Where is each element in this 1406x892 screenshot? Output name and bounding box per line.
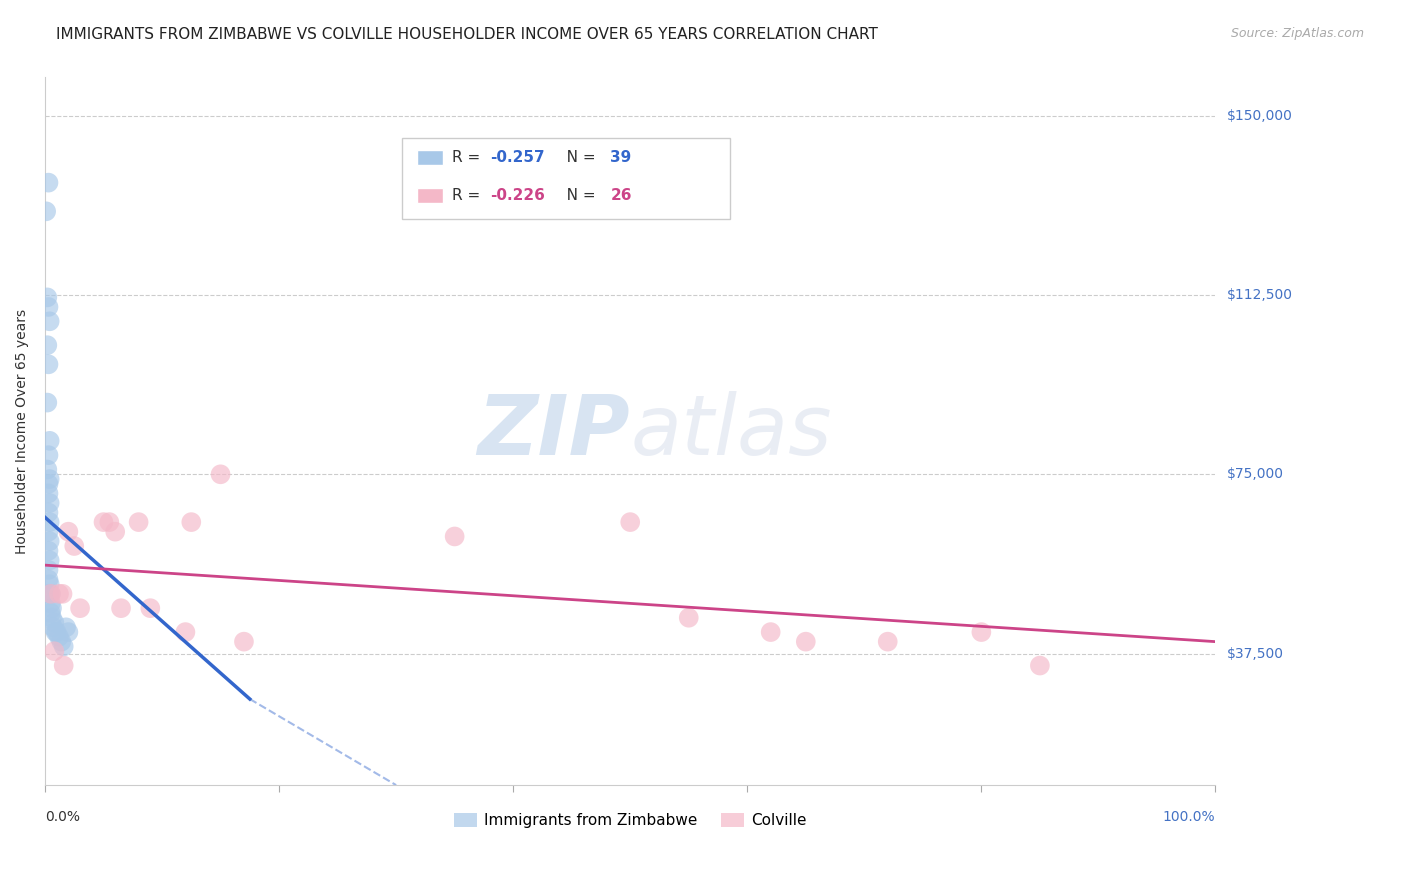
Point (44, 644, 66, 658)
Point (48, 630, 70, 644)
Point (63, 539, 86, 553)
Point (38, 553, 60, 567)
Point (38, 515, 60, 529)
Point (128, 515, 150, 529)
Point (58, 524, 80, 539)
Point (52, 640, 75, 654)
Point (110, 601, 132, 615)
Point (37, 506, 59, 520)
Point (44, 625, 66, 640)
Point (37, 524, 59, 539)
Legend: Immigrants from Zimbabwe, Colville: Immigrants from Zimbabwe, Colville (447, 806, 813, 834)
Point (38, 434, 60, 448)
Point (37, 448, 59, 462)
Point (759, 625, 782, 640)
Point (37, 563, 59, 577)
Point (45, 625, 67, 640)
Point (876, 634, 898, 648)
Point (794, 634, 817, 648)
Point (51, 587, 73, 601)
Text: Source: ZipAtlas.com: Source: ZipAtlas.com (1230, 27, 1364, 40)
FancyBboxPatch shape (418, 188, 443, 203)
Point (37, 338, 59, 352)
Point (443, 529, 465, 543)
Point (38, 577, 60, 591)
Text: atlas: atlas (630, 391, 832, 472)
Point (58, 625, 80, 640)
Point (38, 587, 60, 601)
Point (209, 467, 232, 482)
Text: $37,500: $37,500 (1226, 647, 1284, 661)
Text: IMMIGRANTS FROM ZIMBABWE VS COLVILLE HOUSEHOLDER INCOME OVER 65 YEARS CORRELATIO: IMMIGRANTS FROM ZIMBABWE VS COLVILLE HOU… (56, 27, 879, 42)
Text: $150,000: $150,000 (1226, 109, 1292, 123)
Text: 39: 39 (610, 150, 631, 165)
Point (37, 476, 59, 491)
Point (1029, 658, 1052, 673)
Text: -0.226: -0.226 (489, 188, 544, 203)
Point (180, 515, 202, 529)
Y-axis label: Householder Income Over 65 years: Householder Income Over 65 years (15, 309, 30, 554)
Point (39, 606, 62, 620)
Point (38, 534, 60, 549)
Point (41, 611, 63, 625)
Text: $112,500: $112,500 (1226, 288, 1292, 302)
Text: 0.0%: 0.0% (45, 810, 80, 824)
Point (37, 395, 59, 409)
Point (139, 601, 162, 615)
Point (970, 625, 993, 640)
Point (37, 176, 59, 190)
Point (37, 462, 59, 476)
Point (42, 620, 65, 634)
Point (98, 515, 121, 529)
Point (619, 515, 641, 529)
Point (233, 634, 256, 648)
Point (37, 573, 59, 587)
Point (35, 204, 58, 219)
Point (44, 615, 66, 630)
Text: -0.257: -0.257 (489, 150, 544, 165)
Point (39, 587, 62, 601)
Text: N =: N = (551, 188, 600, 203)
Point (51, 634, 73, 648)
Point (678, 611, 700, 625)
Point (39, 587, 62, 601)
Point (48, 587, 70, 601)
Point (37, 300, 59, 314)
Point (38, 496, 60, 510)
Point (41, 601, 63, 615)
Text: $75,000: $75,000 (1226, 467, 1284, 482)
Text: N =: N = (551, 150, 600, 165)
Text: R =: R = (453, 150, 485, 165)
FancyBboxPatch shape (418, 150, 443, 165)
Text: R =: R = (453, 188, 485, 203)
Point (37, 357, 59, 371)
Text: 26: 26 (610, 188, 631, 203)
Point (52, 658, 75, 673)
Point (93, 515, 115, 529)
Point (38, 472, 60, 486)
Point (38, 314, 60, 328)
Text: ZIP: ZIP (478, 391, 630, 472)
Point (69, 601, 91, 615)
Point (104, 524, 127, 539)
FancyBboxPatch shape (402, 137, 730, 219)
Point (174, 625, 197, 640)
Point (37, 290, 59, 304)
Point (37, 486, 59, 500)
Point (37, 543, 59, 558)
Point (55, 620, 77, 634)
Point (39, 596, 62, 610)
Text: 100.0%: 100.0% (1163, 810, 1215, 824)
